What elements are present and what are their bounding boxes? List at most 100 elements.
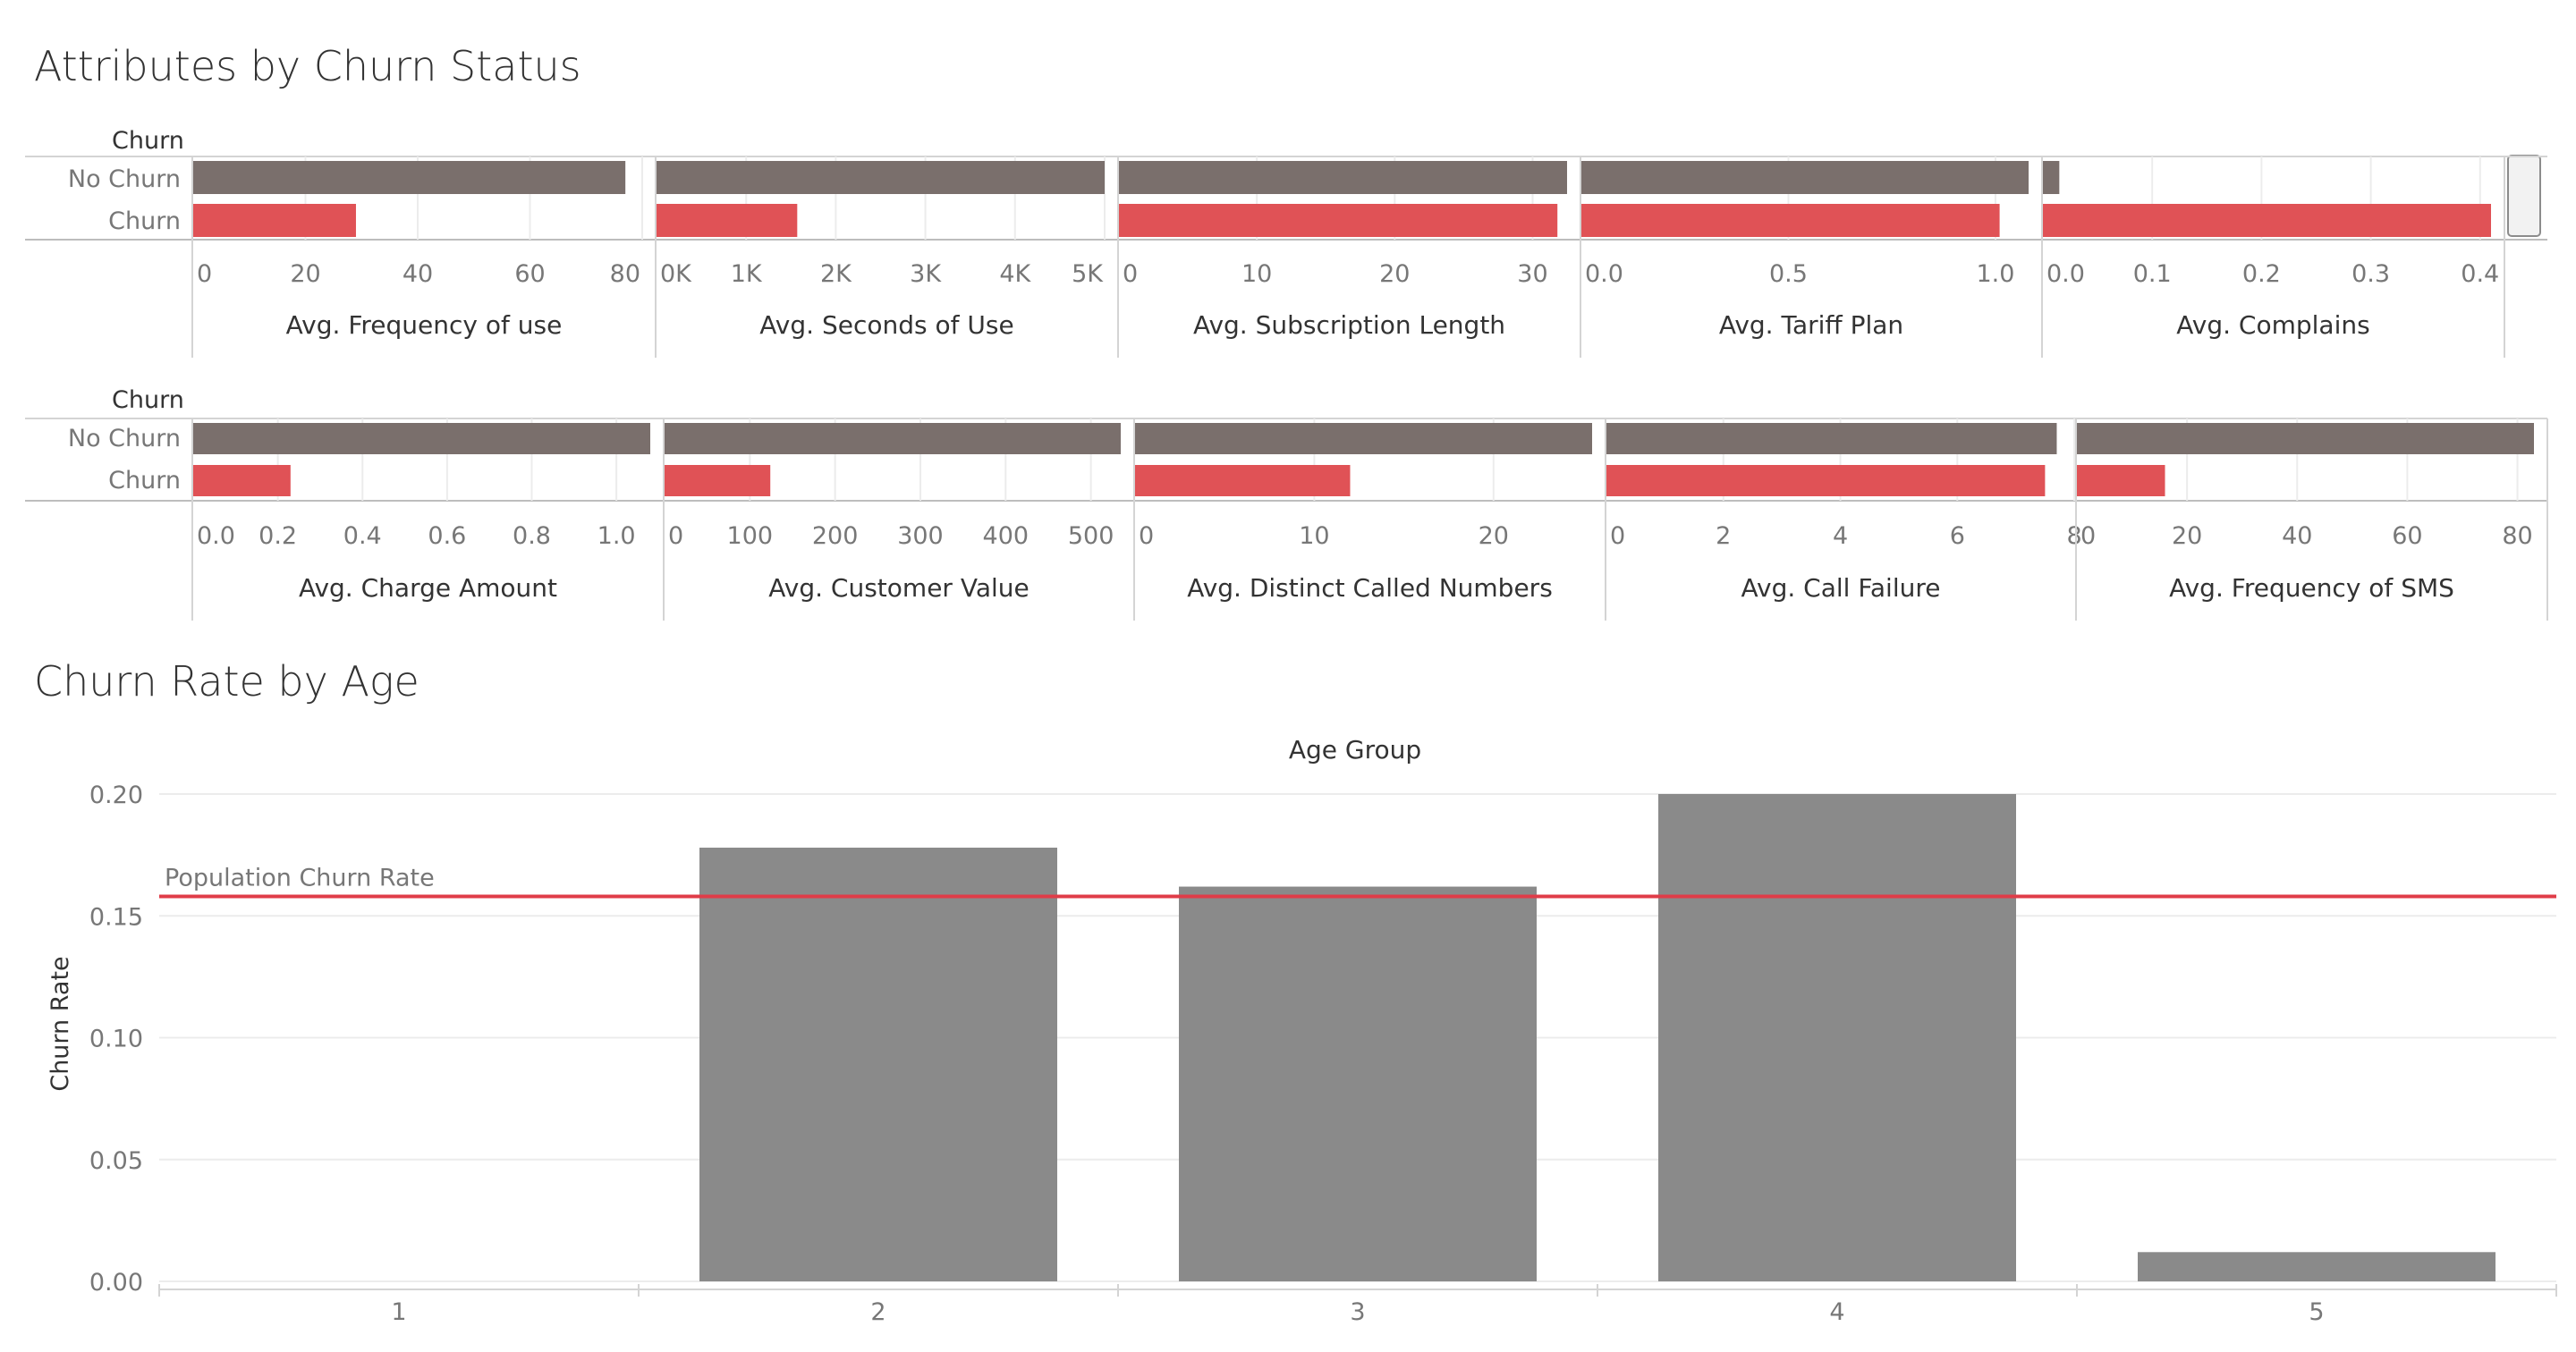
axis-title-avg-distinct-called-numbers: Avg. Distinct Called Numbers	[1187, 573, 1553, 603]
tick-label: 0K	[660, 260, 692, 288]
bar-churn-avg-distinct-called-numbers[interactable]	[1135, 465, 1351, 496]
tick-label: 20	[290, 260, 320, 288]
axis-title-avg-frequency-of-use: Avg. Frequency of use	[286, 310, 563, 340]
tick-label: 40	[2282, 522, 2312, 550]
tick-label: 0.8	[513, 522, 551, 550]
axis-title-avg-call-failure: Avg. Call Failure	[1741, 573, 1941, 603]
category-label-no-churn-2: No Churn	[68, 425, 181, 452]
bar-age-group-5[interactable]	[2138, 1252, 2496, 1281]
x-tick-label: 2	[870, 1298, 886, 1326]
tick-label: 0.2	[258, 522, 297, 550]
bar-churn-avg-subscription-length[interactable]	[1119, 204, 1558, 237]
y-tick-label: 0.10	[89, 1026, 143, 1053]
tick-label: 80	[2502, 522, 2532, 550]
bar-no-churn-avg-frequency-of-use[interactable]	[193, 161, 626, 194]
panel-avg-frequency-of-sms: 0 20 40 60 80 Avg. Frequency of SMS	[2075, 418, 2548, 621]
tick-label: 3K	[910, 260, 942, 288]
bar-age-group-4[interactable]	[1658, 794, 2016, 1281]
tick-label: 8	[2066, 522, 2081, 550]
tick-label: 0.0	[197, 522, 235, 550]
axis-title-avg-charge-amount: Avg. Charge Amount	[299, 573, 557, 603]
tick-label: 0.0	[2046, 260, 2085, 288]
x-tick-label: 5	[2309, 1298, 2324, 1326]
tick-label: 2	[1716, 522, 1731, 550]
tick-label: 30	[1517, 260, 1547, 288]
bar-age-group-3[interactable]	[1179, 886, 1537, 1281]
bar-no-churn-avg-distinct-called-numbers[interactable]	[1135, 423, 1592, 454]
tick-label: 0	[1123, 260, 1138, 288]
axis-title-avg-complains: Avg. Complains	[2176, 310, 2369, 340]
axis-title-avg-subscription-length: Avg. Subscription Length	[1193, 310, 1505, 340]
tick-label: 0	[2080, 522, 2096, 550]
tick-label: 1.0	[597, 522, 636, 550]
bar-no-churn-avg-seconds-of-use[interactable]	[657, 161, 1105, 194]
tick-label: 0	[197, 260, 212, 288]
panel-avg-distinct-called-numbers: 0 10 20 Avg. Distinct Called Numbers	[1133, 418, 1592, 621]
y-tick-label: 0.00	[89, 1269, 143, 1297]
bar-churn-avg-frequency-of-sms[interactable]	[2077, 465, 2165, 496]
tick-label: 0	[1610, 522, 1625, 550]
y-tick-label: 0.05	[89, 1147, 143, 1175]
y-tick-label: 0.15	[89, 903, 143, 931]
tick-label: 0.2	[2242, 260, 2281, 288]
bar-churn-avg-frequency-of-use[interactable]	[193, 204, 356, 237]
tick-label: 0	[1139, 522, 1154, 550]
bar-no-churn-avg-tariff-plan[interactable]	[1581, 161, 2029, 194]
bar-no-churn-avg-subscription-length[interactable]	[1119, 161, 1567, 194]
bar-churn-avg-call-failure[interactable]	[1606, 465, 2046, 496]
tick-label: 10	[1299, 522, 1329, 550]
tick-label: 0.4	[343, 522, 382, 550]
tick-label: 60	[514, 260, 545, 288]
panel-avg-subscription-length: 0 10 20 30 Avg. Subscription Length	[1117, 156, 1567, 358]
bar-no-churn-avg-customer-value[interactable]	[665, 423, 1121, 454]
category-label-churn-1: Churn	[108, 207, 181, 235]
bar-no-churn-avg-call-failure[interactable]	[1606, 423, 2057, 454]
tick-label: 0.0	[1585, 260, 1623, 288]
x-tick-label: 4	[1829, 1298, 1844, 1326]
tick-label: 0	[668, 522, 683, 550]
bar-no-churn-avg-charge-amount[interactable]	[193, 423, 650, 454]
bar-churn-avg-tariff-plan[interactable]	[1581, 204, 2000, 237]
y-axis-title: Churn Rate	[47, 956, 74, 1091]
bar-churn-avg-complains[interactable]	[2043, 204, 2491, 237]
bar-age-group-2[interactable]	[699, 847, 1057, 1281]
panel-avg-call-failure: 0 2 4 6 8 Avg. Call Failure	[1605, 418, 2082, 621]
row-header-churn-2: Churn	[112, 386, 184, 414]
tick-label: 10	[1241, 260, 1272, 288]
tick-label: 80	[610, 260, 640, 288]
tick-label: 100	[727, 522, 774, 550]
tick-label: 400	[983, 522, 1030, 550]
panel-avg-tariff-plan: 0.0 0.5 1.0 Avg. Tariff Plan	[1580, 156, 2029, 358]
tick-label: 0.1	[2133, 260, 2172, 288]
tick-label: 20	[1379, 260, 1410, 288]
tick-label: 5K	[1072, 260, 1104, 288]
bar-no-churn-avg-frequency-of-sms[interactable]	[2077, 423, 2534, 454]
tick-label: 4	[1833, 522, 1848, 550]
tick-label: 4K	[999, 260, 1031, 288]
panel-avg-complains: 0.0 0.1 0.2 0.3 0.4 Avg. Complains	[2041, 156, 2505, 358]
bar-churn-avg-customer-value[interactable]	[665, 465, 771, 496]
bar-no-churn-avg-complains[interactable]	[2043, 161, 2060, 194]
scrollbar-thumb[interactable]	[2507, 155, 2541, 237]
section-title-attributes: Attributes by Churn Status	[34, 42, 581, 90]
tick-label: 1K	[731, 260, 763, 288]
tick-label: 40	[402, 260, 433, 288]
x-tick-label: 1	[391, 1298, 406, 1326]
panel-avg-customer-value: 0 100 200 300 400 500 Avg. Customer Value	[663, 418, 1121, 621]
tick-label: 6	[1950, 522, 1965, 550]
tick-label: 300	[897, 522, 944, 550]
reference-line-label: Population Churn Rate	[165, 864, 435, 891]
panel-avg-seconds-of-use: 0K 1K 2K 3K 4K 5K Avg. Seconds of Use	[655, 156, 1106, 358]
tick-label: 0.5	[1769, 260, 1808, 288]
tick-label: 0.6	[428, 522, 466, 550]
bar-churn-avg-seconds-of-use[interactable]	[657, 204, 798, 237]
row-header-churn-1: Churn	[112, 127, 184, 155]
tick-label: 500	[1068, 522, 1114, 550]
y-tick-label: 0.20	[89, 782, 143, 809]
tick-label: 0.4	[2461, 260, 2499, 288]
axis-title-avg-tariff-plan: Avg. Tariff Plan	[1719, 310, 1903, 340]
bar-churn-avg-charge-amount[interactable]	[193, 465, 291, 496]
tick-label: 0.3	[2351, 260, 2390, 288]
